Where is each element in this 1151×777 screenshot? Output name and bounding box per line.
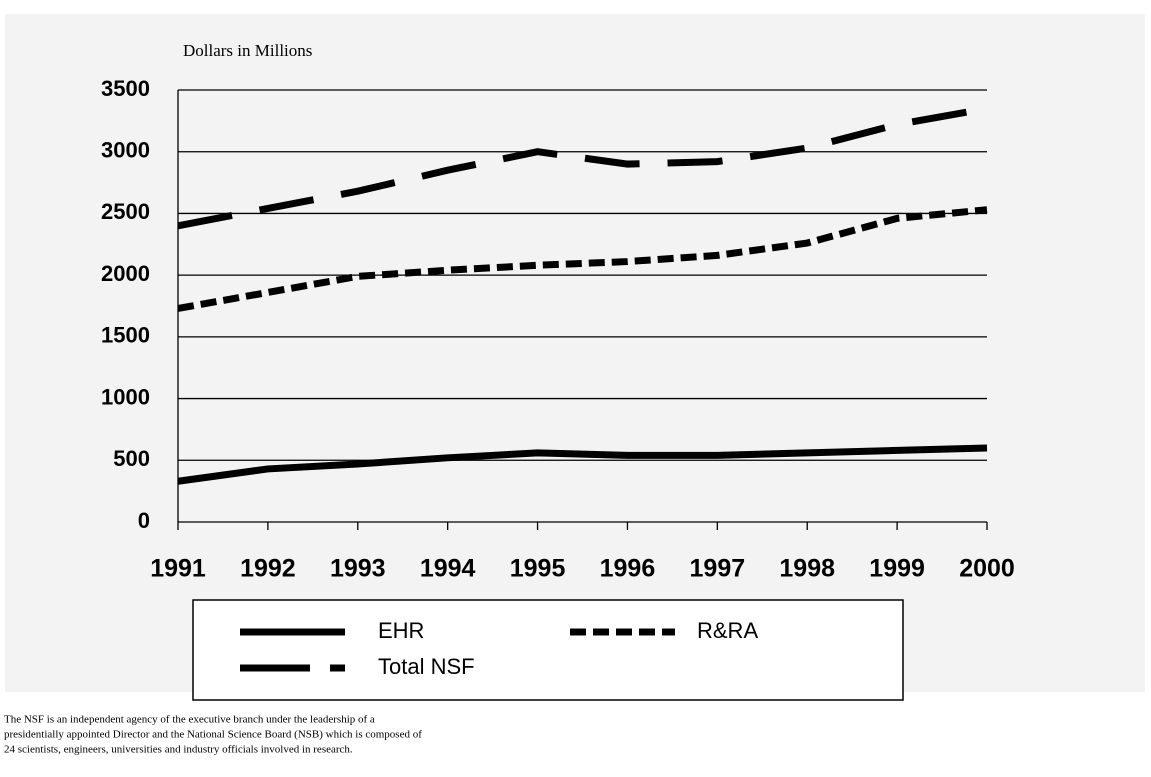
x-tick-label: 1999 xyxy=(869,555,925,583)
x-tick-label: 1991 xyxy=(150,555,206,583)
x-tick-label: 1994 xyxy=(420,555,476,583)
x-tick-label: 2000 xyxy=(959,555,1015,583)
series-line xyxy=(177,444,988,485)
x-tick-label: 1995 xyxy=(510,555,566,583)
y-tick-label: 2500 xyxy=(101,199,150,224)
axis-unit-label: Dollars in Millions xyxy=(183,41,312,60)
legend-box xyxy=(192,599,904,701)
y-tick-label: 1000 xyxy=(101,384,150,409)
x-tick-label: 1997 xyxy=(690,555,746,583)
x-tick-label: 1996 xyxy=(600,555,656,583)
legend-label: R&RA xyxy=(697,618,758,643)
series-line xyxy=(177,105,988,230)
footnote: presidentially appointed Director and th… xyxy=(4,729,422,741)
footnote: The NSF is an independent agency of the … xyxy=(4,714,375,726)
y-tick-label: 0 xyxy=(138,508,150,533)
y-tick-label: 2000 xyxy=(101,261,150,286)
y-tick-label: 500 xyxy=(113,446,150,471)
legend-label: EHR xyxy=(378,618,424,643)
x-tick-label: 1998 xyxy=(779,555,835,583)
footnote: 24 scientists, engineers, universities a… xyxy=(4,744,353,756)
legend-label: Total NSF xyxy=(378,654,475,679)
series-line xyxy=(177,206,988,312)
y-tick-label: 1500 xyxy=(101,323,150,348)
y-tick-label: 3500 xyxy=(101,76,150,101)
chart-background xyxy=(5,14,1145,692)
x-tick-label: 1993 xyxy=(330,555,386,583)
x-tick-label: 1992 xyxy=(240,555,296,583)
y-tick-label: 3000 xyxy=(101,138,150,163)
